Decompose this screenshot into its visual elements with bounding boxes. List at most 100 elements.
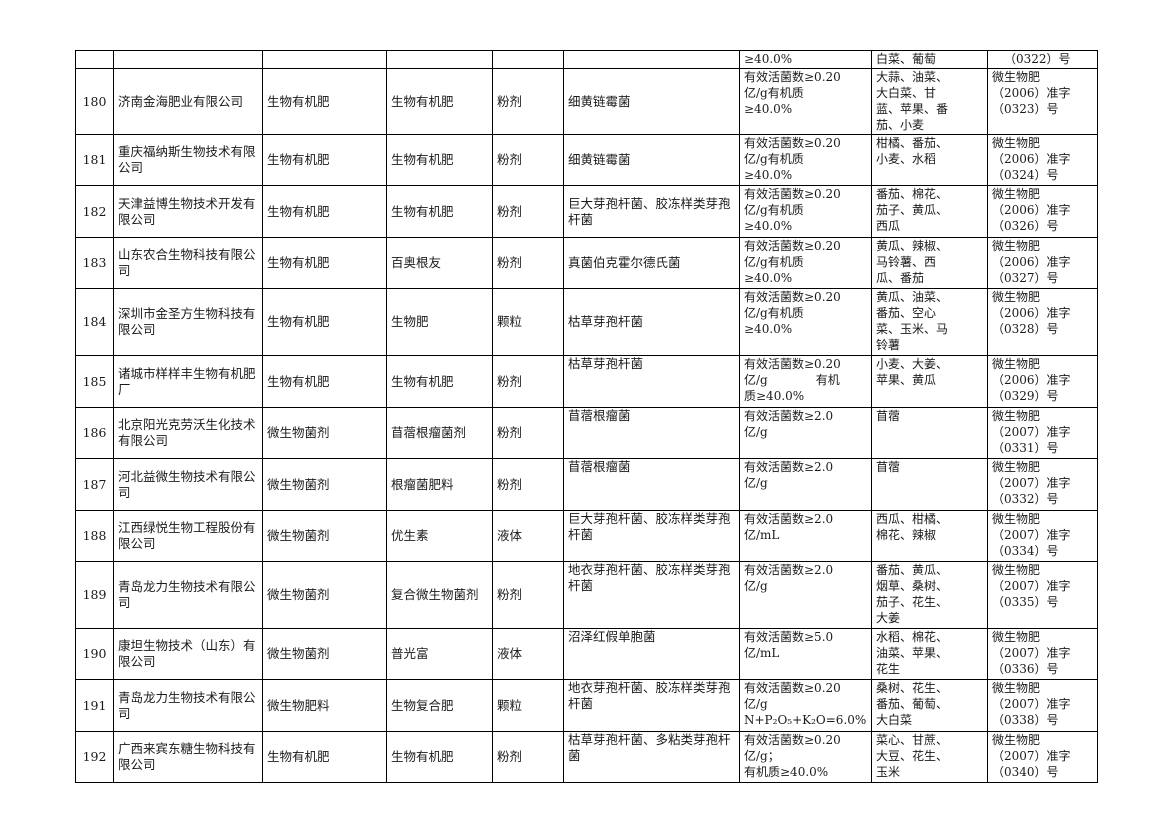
row-number: 186: [82, 425, 107, 440]
crop-line: 玉米: [876, 765, 901, 779]
cell-strain: 细黄链霉菌: [563, 68, 740, 135]
crop-line: 茄子、黄瓜、: [876, 203, 949, 217]
company-name: 青岛龙力生物技术有限公司: [118, 579, 256, 610]
reg-line: （0328）号: [992, 322, 1059, 336]
cell-registration: 微生物肥 （2006）准字 （0324）号: [987, 134, 1098, 186]
cell-empty: [262, 50, 387, 69]
cell-crops: 小麦、大姜、 苹果、黄瓜: [871, 355, 988, 408]
product-type: 微生物菌剂: [267, 646, 330, 661]
strain-name: 枯草芽孢杆菌、多粘类芽孢杆菌: [568, 732, 731, 764]
effect-line: 亿/mL: [744, 646, 780, 660]
cell-crops: 水稻、棉花、 油菜、苹果、 花生: [871, 628, 988, 680]
cell-company: 河北益微生物技术有限公司: [113, 458, 263, 511]
cell-form: 粉剂: [492, 237, 564, 289]
cell-product-name: 生物有机肥: [386, 185, 493, 238]
crop-line: 花生: [876, 662, 901, 676]
crop-line: 大豆、花生、: [876, 749, 949, 763]
cell-company: 山东农合生物科技有限公司: [113, 237, 263, 289]
table-row: 190 康坦生物技术（山东）有限公司 微生物菌剂 普光富 液体 沼泽红假单胞菌 有效活菌数≥…: [75, 628, 1098, 680]
row-number: 180: [82, 93, 107, 109]
cell-registration: 微生物肥 （2007）准字 （0336）号: [987, 628, 1098, 680]
cell-effect: 有效活菌数≥0.20 亿/g 有机 质≥40.0%: [739, 355, 872, 408]
crop-line: 大白菜: [876, 713, 913, 727]
product-form: 粉剂: [497, 255, 523, 270]
cell-company: 江西绿悦生物工程股份有限公司: [113, 510, 263, 562]
cell-effect: 有效活菌数≥2.0 亿/mL: [739, 510, 872, 562]
cell-product-name: 生物有机肥: [386, 134, 493, 186]
reg-line: （2006）准字: [992, 306, 1071, 320]
reg-line: 微生物肥: [992, 409, 1041, 423]
effect-line: ≥40.0%: [744, 168, 793, 182]
cell-number: 183: [75, 237, 114, 289]
effect-line: 亿/g 有机: [744, 373, 840, 387]
table-row: 192 广西来宾东糖生物科技有限公司 生物有机肥 生物有机肥 粉剂 枯草芽孢杆菌、多粘类芽…: [75, 731, 1098, 783]
cell-product-name: 普光富: [386, 628, 493, 680]
product-type: 生物有机肥: [267, 203, 330, 219]
table-row: 182 天津益博生物技术开发有限公司 生物有机肥 生物有机肥 粉剂 巨大芽孢杆菌、胶冻样类…: [75, 185, 1098, 238]
cell-form: 粉剂: [492, 185, 564, 238]
product-form: 粉剂: [497, 152, 523, 167]
effect-line: 亿/g: [744, 476, 768, 490]
product-type: 生物有机肥: [267, 749, 330, 764]
crop-line: 白菜、葡萄: [876, 52, 937, 66]
cell-effect: ≥40.0%: [739, 50, 872, 69]
table-row: 184 深圳市金圣方生物科技有限公司 生物有机肥 生物肥 颗粒 枯草芽孢杆菌 有效活菌数≥0…: [75, 288, 1098, 356]
company-name: 济南金海肥业有限公司: [118, 93, 244, 109]
cell-number: 182: [75, 185, 114, 238]
crop-line: 柑橘、番茄、: [876, 136, 949, 150]
cell-number: 192: [75, 731, 114, 783]
cell-product-type: 生物有机肥: [262, 134, 387, 186]
product-type: 微生物菌剂: [267, 587, 330, 602]
effect-line: 有效活菌数≥5.0: [744, 630, 834, 644]
cell-company: 诸城市样样丰生物有机肥厂: [113, 355, 263, 408]
crop-line: 瓜、番茄: [876, 271, 925, 285]
effect-line: 亿/g有机质: [744, 203, 804, 217]
company-name: 重庆福纳斯生物技术有限公司: [118, 144, 256, 175]
cell-product-type: 微生物菌剂: [262, 458, 387, 511]
strain-name: 地衣芽孢杆菌、胶冻样类芽孢杆菌: [568, 562, 731, 594]
product-name: 百奥根友: [391, 255, 442, 270]
crop-line: 烟草、桑树、: [876, 579, 949, 593]
effect-line: ≥40.0%: [744, 322, 793, 336]
crop-line: 番茄、黄瓜、: [876, 563, 949, 577]
effect-line: 亿/mL: [744, 528, 780, 542]
strain-name: 真菌伯克霍尔德氏菌: [568, 255, 681, 270]
cell-number: 189: [75, 561, 114, 629]
cell-strain: 枯草芽孢杆菌: [563, 288, 740, 356]
product-name: 苜蓿根瘤菌剂: [391, 425, 467, 440]
cell-effect: 有效活菌数≥0.20 亿/g N+P₂O₅+K₂O=6.0%: [739, 679, 872, 732]
product-form: 粉剂: [497, 749, 523, 764]
company-name: 天津益博生物技术开发有限公司: [118, 195, 256, 227]
reg-line: （0326）号: [992, 219, 1059, 233]
cell-product-name: 苜蓿根瘤菌剂: [386, 407, 493, 459]
reg-line: （0329）号: [992, 389, 1059, 403]
table-body: ≥40.0% 白菜、葡萄 （0322）号 180 济南金海肥业有限公司 生物有机肥生…: [75, 50, 1098, 783]
effect-line: 有机质≥40.0%: [744, 765, 829, 779]
effect-line: ≥40.0%: [744, 219, 793, 233]
effect-line: 亿/g: [744, 697, 768, 711]
product-name: 生物有机肥: [391, 93, 454, 109]
strain-name: 枯草芽孢杆菌: [568, 314, 644, 329]
reg-line: 微生物肥: [992, 681, 1041, 695]
cell-number: 180: [75, 68, 114, 135]
product-name: 普光富: [391, 646, 429, 661]
cell-form: 粉剂: [492, 731, 564, 783]
product-type: 生物有机肥: [267, 255, 330, 270]
reg-line: （2006）准字: [992, 255, 1071, 269]
cell-strain: 地衣芽孢杆菌、胶冻样类芽孢杆菌: [563, 561, 740, 629]
cell-strain: 细黄链霉菌: [563, 134, 740, 186]
effect-line: 有效活菌数≥2.0: [744, 512, 834, 526]
cell-form: 颗粒: [492, 288, 564, 356]
crop-line: 西瓜、柑橘、: [876, 512, 949, 526]
reg-line: （2007）准字: [992, 425, 1071, 439]
effect-line: 质≥40.0%: [744, 389, 805, 403]
effect-line: 有效活菌数≥2.0: [744, 409, 834, 423]
row-number: 187: [82, 476, 107, 492]
company-name: 诸城市样样丰生物有机肥厂: [118, 365, 256, 397]
effect-line: 亿/g有机质: [744, 255, 804, 269]
cell-crops: 番茄、黄瓜、 烟草、桑树、 茄子、花生、 大姜: [871, 561, 988, 629]
reg-line: （2006）准字: [992, 203, 1071, 217]
cell-number: 185: [75, 355, 114, 408]
table-row: 189 青岛龙力生物技术有限公司 微生物菌剂 复合微生物菌剂 粉剂 地衣芽孢杆菌、胶冻样类…: [75, 561, 1098, 629]
product-name: 复合微生物菌剂: [391, 587, 479, 602]
